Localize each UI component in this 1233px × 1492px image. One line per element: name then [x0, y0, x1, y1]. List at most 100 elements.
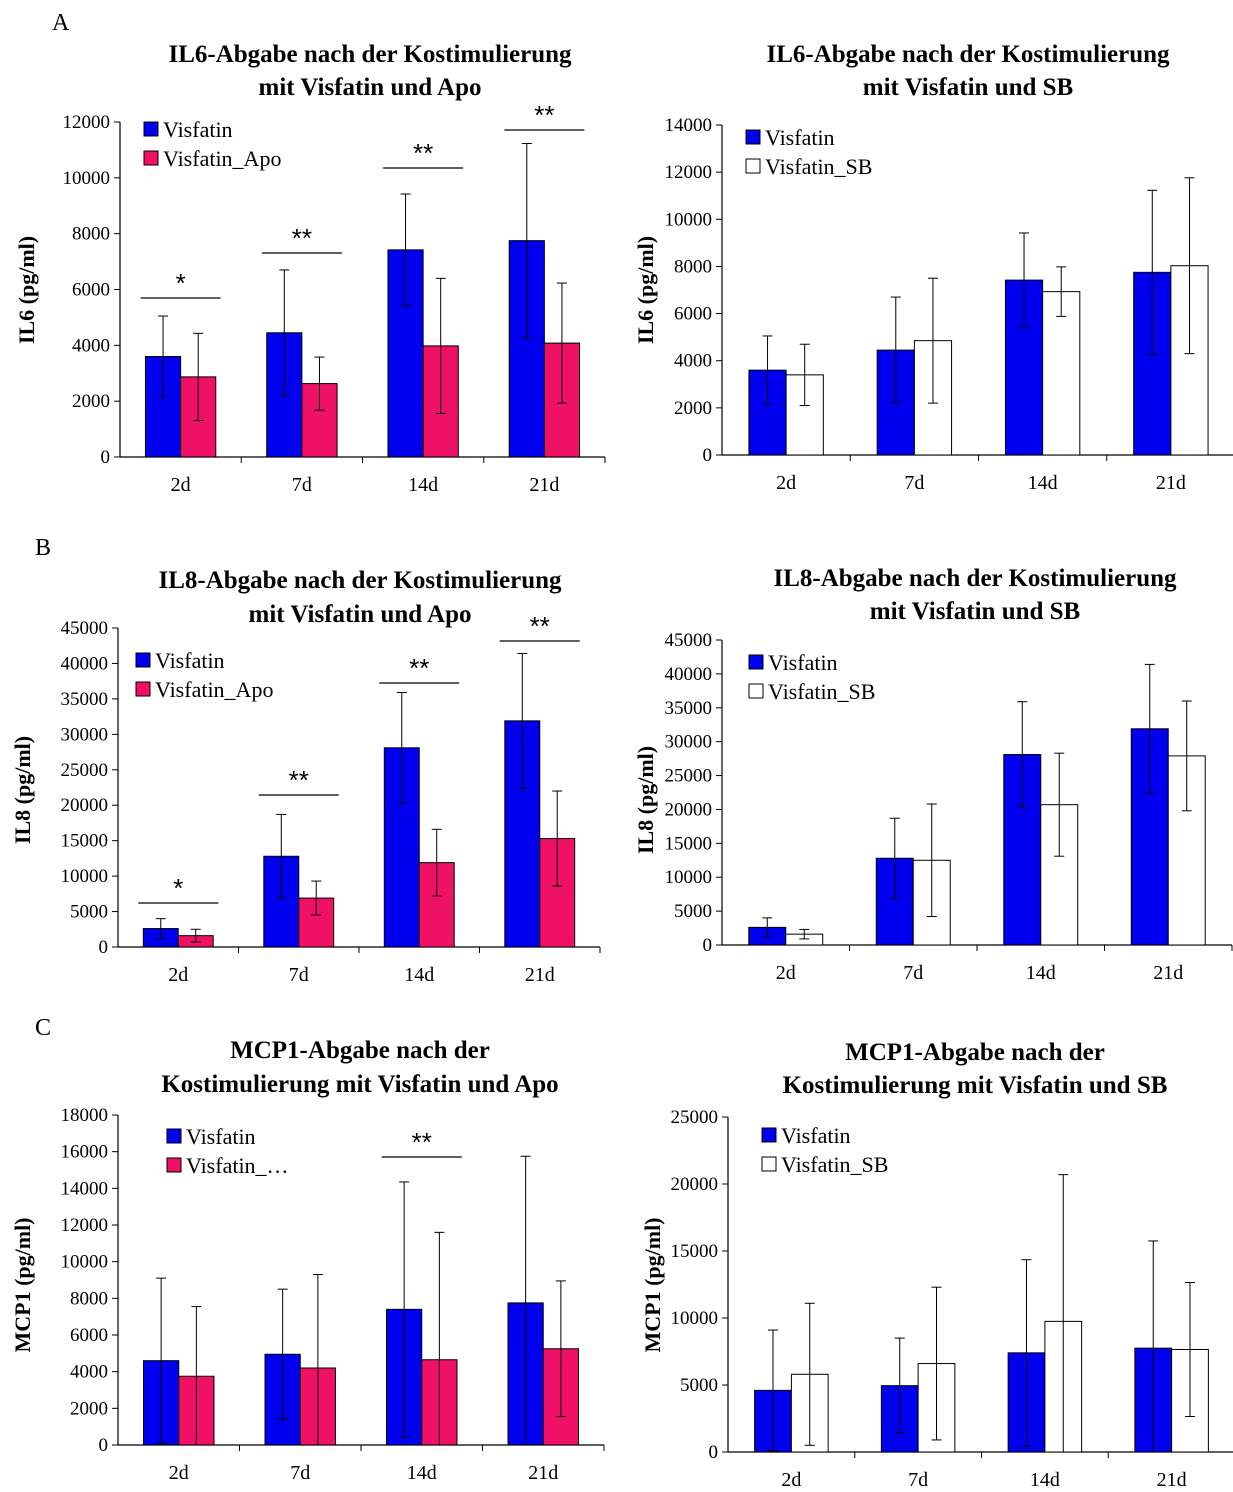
y-tick-label: 0: [703, 445, 713, 466]
legend-label: Visfatin_SB: [765, 154, 872, 179]
x-tick-label: 21d: [529, 474, 559, 496]
x-tick-label: 21d: [1156, 472, 1186, 494]
legend-label: Visfatin: [163, 117, 233, 142]
legend-swatch: [166, 1157, 182, 1173]
legend-label: Visfatin_Apo: [163, 146, 281, 171]
y-tick-label: 0: [101, 447, 111, 468]
y-tick-label: 6000: [674, 304, 712, 325]
legend-swatch: [745, 158, 761, 174]
y-tick-label: 2000: [674, 398, 712, 419]
significance-marker: **: [412, 1127, 432, 1157]
error-bar: [1184, 177, 1195, 355]
chart-title-line: MCP1-Abgabe nach der: [845, 1039, 1105, 1066]
error-bar: [277, 1288, 288, 1420]
error-bar: [1019, 232, 1030, 328]
chart-6: MCP1-Abgabe nach der Kostimulierung mit V…: [640, 1039, 1233, 1491]
error-bar: [1021, 1259, 1032, 1447]
x-tick-label: 7d: [903, 962, 923, 984]
panel-letter: C: [35, 1015, 51, 1041]
y-tick-label: 15000: [665, 833, 713, 854]
error-bar: [804, 1302, 815, 1446]
error-bar: [431, 828, 442, 897]
chart-title-line: MCP1-Abgabe nach der: [230, 1037, 490, 1064]
legend-swatch: [166, 1128, 182, 1144]
y-tick-label: 2000: [72, 391, 110, 412]
y-tick-label: 14000: [665, 115, 713, 136]
y-tick-label: 20000: [61, 795, 109, 816]
error-bar: [276, 813, 287, 899]
y-tick-label: 15000: [671, 1241, 719, 1262]
error-bar: [311, 880, 322, 916]
y-tick-label: 16000: [61, 1142, 109, 1163]
y-tick-label: 20000: [671, 1174, 719, 1195]
legend-label: Visfatin: [781, 1123, 851, 1148]
y-tick-label: 12000: [61, 1215, 109, 1236]
y-tick-label: 2000: [70, 1398, 108, 1419]
panel-letter: B: [35, 535, 51, 561]
y-tick-label: 10000: [63, 168, 111, 189]
y-axis-label: MCP1 (pg/ml): [10, 1217, 35, 1352]
error-bar: [400, 193, 411, 307]
y-tick-label: 10000: [61, 1252, 109, 1273]
error-bar: [552, 790, 563, 887]
legend-label: Visfatin: [155, 648, 225, 673]
legend-swatch: [761, 1156, 777, 1172]
y-axis-label: IL8 (pg/ml): [10, 736, 35, 844]
error-bar: [279, 269, 290, 397]
legend-swatch: [761, 1127, 777, 1143]
y-tick-label: 6000: [72, 280, 110, 301]
x-tick-label: 21d: [528, 1462, 558, 1484]
y-tick-label: 14000: [61, 1178, 109, 1199]
chart-2: IL6-Abgabe nach der Kostimulierung mit Vi…: [633, 41, 1233, 494]
y-tick-label: 18000: [61, 1105, 109, 1126]
y-tick-label: 45000: [665, 630, 713, 651]
legend-swatch: [748, 654, 764, 670]
x-tick-label: 14d: [407, 1462, 437, 1484]
error-bar: [399, 1181, 410, 1438]
chart-title-line: IL6-Abgabe nach der Kostimulierung: [766, 41, 1170, 68]
error-bar: [191, 1306, 202, 1446]
x-tick-label: 2d: [776, 962, 796, 984]
error-bar: [1144, 663, 1155, 794]
x-tick-label: 21d: [1157, 1469, 1187, 1491]
x-tick-label: 14d: [408, 474, 438, 496]
x-tick-label: 2d: [776, 472, 796, 494]
y-tick-label: 4000: [72, 335, 110, 356]
x-tick-label: 7d: [904, 472, 924, 494]
legend-label: Visfatin_SB: [768, 679, 875, 704]
legend-swatch: [748, 683, 764, 699]
error-bar: [555, 1280, 566, 1418]
significance-marker: **: [413, 138, 433, 168]
error-bar: [1181, 700, 1192, 812]
significance-marker: **: [534, 100, 554, 130]
x-tick-label: 21d: [525, 964, 555, 986]
legend-label: Visfatin_…: [186, 1153, 289, 1178]
legend-label: Visfatin_SB: [781, 1152, 888, 1177]
y-tick-label: 10000: [61, 866, 109, 887]
y-tick-label: 35000: [61, 689, 109, 710]
y-tick-label: 25000: [671, 1107, 719, 1128]
chart-title-line: IL8-Abgabe nach der Kostimulierung: [773, 565, 1177, 592]
error-bar: [190, 928, 201, 943]
chart-title-line: IL8-Abgabe nach der Kostimulierung: [158, 567, 562, 594]
error-bar: [889, 817, 900, 899]
y-tick-label: 4000: [674, 351, 712, 372]
legend-swatch: [135, 681, 151, 697]
significance-marker: **: [530, 611, 550, 641]
significance-marker: *: [176, 268, 186, 298]
error-bar: [155, 918, 166, 939]
chart-title-line: Kostimulierung mit Visfatin und SB: [783, 1072, 1168, 1099]
chart-title-line: mit Visfatin und SB: [863, 74, 1074, 101]
y-tick-label: 0: [703, 935, 713, 956]
y-tick-label: 0: [99, 1435, 109, 1456]
y-tick-label: 8000: [674, 256, 712, 277]
error-bar: [158, 315, 169, 398]
y-tick-label: 5000: [70, 902, 108, 923]
y-tick-label: 10000: [671, 1308, 719, 1329]
y-tick-label: 6000: [70, 1325, 108, 1346]
legend-label: Visfatin: [768, 650, 838, 675]
error-bar: [556, 282, 567, 404]
chart-1: A IL6-Abgabe nach der Kostimulierung mit V…: [14, 10, 606, 496]
error-bar: [396, 692, 407, 804]
